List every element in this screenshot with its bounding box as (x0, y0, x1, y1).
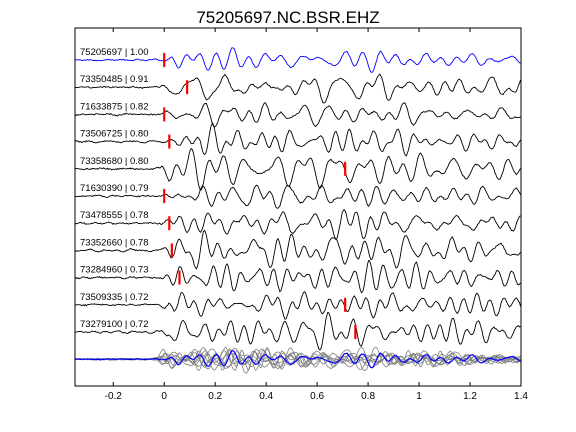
trace-label-9: 73509335 | 0.72 (80, 292, 149, 303)
stack-mean-trace (75, 350, 521, 369)
trace-label-2: 71633875 | 0.82 (80, 101, 149, 112)
trace-label-10: 73279100 | 0.72 (80, 319, 149, 330)
chart-title: 75205697.NC.BSR.EHZ (196, 8, 380, 27)
trace-line-7 (75, 229, 521, 270)
x-tick-label-2: 0.2 (208, 391, 222, 402)
trace-label-5: 71630390 | 0.79 (80, 183, 149, 194)
ticks-layer: -0.2 0 0.2 0.4 0.6 0.8 1 1.2 1.4 (105, 28, 528, 402)
trace-label-3: 73506725 | 0.80 (80, 129, 149, 140)
x-tick-label-5: 0.8 (361, 391, 375, 402)
trace-line-1 (75, 73, 521, 104)
trace-label-6: 73478555 | 0.78 (80, 210, 149, 221)
axes-frame (74, 27, 522, 387)
trace-line-8 (75, 259, 521, 294)
picks-layer (163, 53, 357, 339)
trace-label-0: 75205697 | 1.00 (80, 47, 149, 58)
stack-trace-7 (75, 346, 521, 371)
trace-label-4: 73358680 | 0.80 (80, 156, 149, 167)
trace-line-10 (75, 311, 521, 351)
trace-label-7: 73352660 | 0.78 (80, 237, 149, 248)
labels-layer: 75205697 | 1.00 73350485 | 0.91 71633875 |… (80, 47, 149, 330)
x-tick-label-4: 0.6 (310, 391, 324, 402)
traces-layer (75, 47, 521, 351)
trace-line-0 (75, 47, 521, 74)
trace-line-4 (75, 147, 521, 191)
x-tick-label-1: 0 (161, 391, 167, 402)
x-tick-label-7: 1.2 (463, 391, 477, 402)
trace-line-5 (75, 184, 521, 209)
trace-line-2 (75, 102, 521, 128)
trace-line-6 (75, 208, 521, 241)
trace-label-8: 73284960 | 0.73 (80, 265, 149, 276)
x-tick-label-0: -0.2 (105, 391, 123, 402)
stack-layer (75, 346, 521, 374)
trace-line-9 (75, 291, 521, 320)
x-tick-label-8: 1.4 (514, 391, 528, 402)
trace-label-1: 73350485 | 0.91 (80, 74, 149, 85)
trace-line-3 (75, 122, 521, 157)
x-tick-label-3: 0.4 (259, 391, 273, 402)
x-tick-label-6: 1 (416, 391, 422, 402)
